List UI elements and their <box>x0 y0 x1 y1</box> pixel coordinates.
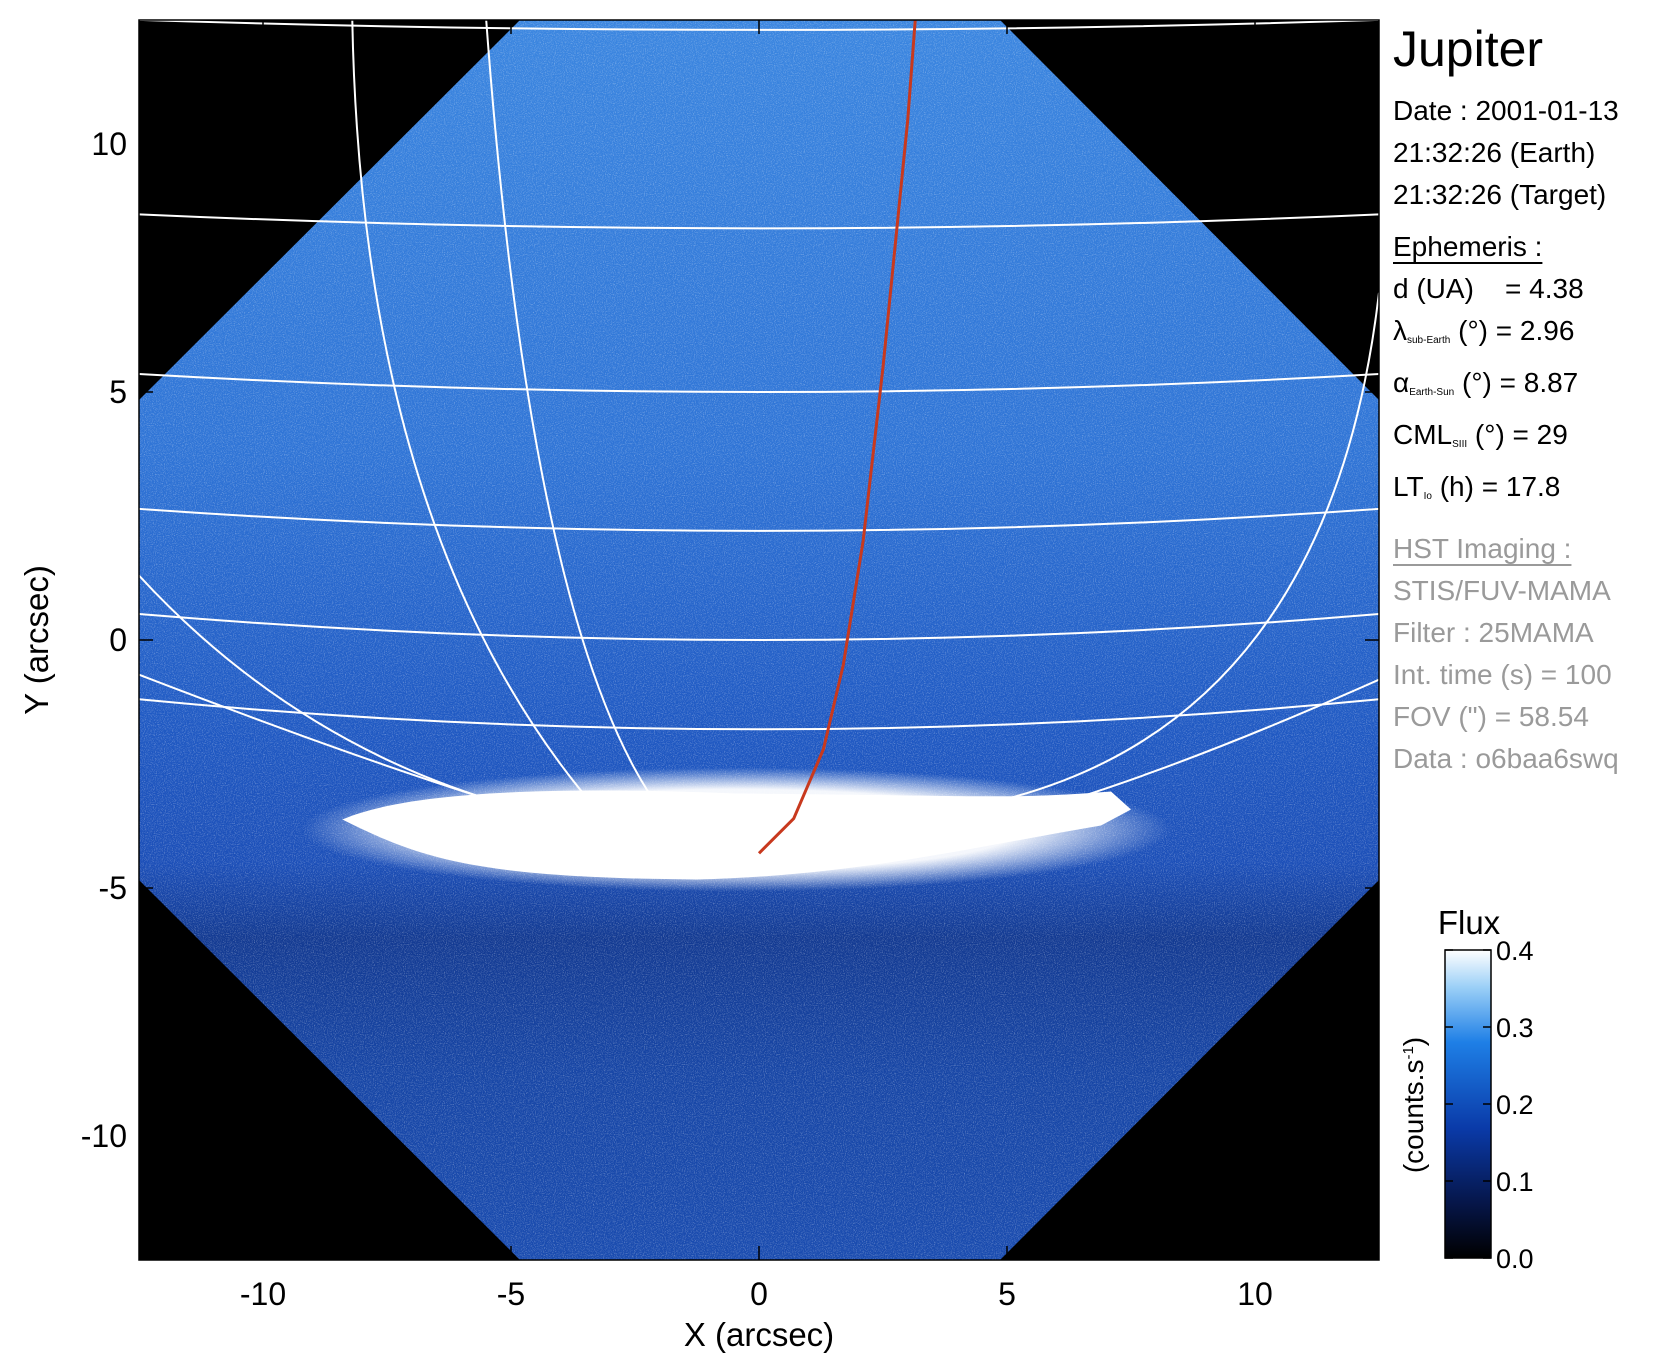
latitude-line <box>139 507 1379 532</box>
ephemeris-section: Ephemeris : d (UA) = 4.38 λsub-Earth (°)… <box>1393 226 1673 518</box>
planet-title: Jupiter <box>1393 21 1544 77</box>
ephemeris-cml: CMLSIII (°) = 29 <box>1393 419 1568 450</box>
colorbar: Flux 0.0 0.1 0.2 0.3 0.4 (counts.s-1) <box>1398 904 1534 1274</box>
hst-instrument: STIS/FUV-MAMA <box>1393 575 1611 606</box>
latitude-line <box>139 213 1379 230</box>
colorbar-tick-label: 0.2 <box>1496 1090 1534 1120</box>
ephemeris-header: Ephemeris : <box>1393 231 1543 262</box>
colorbar-tick-label: 0.1 <box>1496 1167 1534 1197</box>
longitude-line <box>485 20 686 840</box>
latitude-line <box>1006 678 1379 820</box>
hst-header: HST Imaging : <box>1393 533 1572 564</box>
longitude-line <box>1006 292 1379 800</box>
latitude-line <box>139 574 561 820</box>
x-axis-title: X (arcsec) <box>684 1316 834 1353</box>
x-tick-label: 0 <box>750 1276 768 1312</box>
colorbar-tick-label: 0.0 <box>1496 1244 1534 1274</box>
ephemeris-lt: LTIo (h) = 17.8 <box>1393 471 1561 502</box>
colorbar-tick-label: 0.3 <box>1496 1013 1534 1043</box>
y-tick-label: 0 <box>109 622 127 658</box>
ephemeris-alpha: αEarth-Sun (°) = 8.87 <box>1393 367 1579 398</box>
y-tick-label: 10 <box>91 126 127 162</box>
y-axis-title: Y (arcsec) <box>18 565 55 715</box>
latitude-line <box>139 613 1379 641</box>
hst-int-time: Int. time (s) = 100 <box>1393 659 1612 690</box>
latitude-line <box>139 673 611 835</box>
y-tick-label: -5 <box>99 870 127 906</box>
hst-filter: Filter : 25MAMA <box>1393 617 1594 648</box>
latitude-line <box>139 698 1379 731</box>
hst-data-id: Data : o6baa6swq <box>1393 743 1619 774</box>
time-target: 21:32:26 (Target) <box>1393 179 1607 210</box>
y-tick-label: -10 <box>81 1118 127 1154</box>
hst-section: HST Imaging : STIS/FUV-MAMA Filter : 25M… <box>1393 528 1673 780</box>
y-tick-label: 5 <box>109 374 127 410</box>
x-tick-label: 10 <box>1237 1276 1273 1312</box>
ephemeris-lambda: λsub-Earth (°) = 2.96 <box>1393 315 1575 346</box>
colorbar-tick-label: 0.4 <box>1496 936 1534 966</box>
time-earth: 21:32:26 (Earth) <box>1393 137 1596 168</box>
x-tick-label: -10 <box>240 1276 286 1312</box>
longitude-line <box>351 20 602 815</box>
x-tick-label: 5 <box>998 1276 1016 1312</box>
footprint-line <box>757 20 917 855</box>
info-panel: Jupiter Date : 2001-01-13 21:32:26 (Eart… <box>1393 20 1673 780</box>
colorbar-unit-label: (counts.s-1) <box>1398 1037 1429 1173</box>
colorbar-title: Flux <box>1438 904 1501 941</box>
ephemeris-distance: d (UA) = 4.38 <box>1393 273 1584 304</box>
date-line: Date : 2001-01-13 <box>1393 95 1619 126</box>
latitude-line <box>139 373 1379 393</box>
hst-fov: FOV (") = 58.54 <box>1393 701 1589 732</box>
x-tick-label: -5 <box>497 1276 525 1312</box>
